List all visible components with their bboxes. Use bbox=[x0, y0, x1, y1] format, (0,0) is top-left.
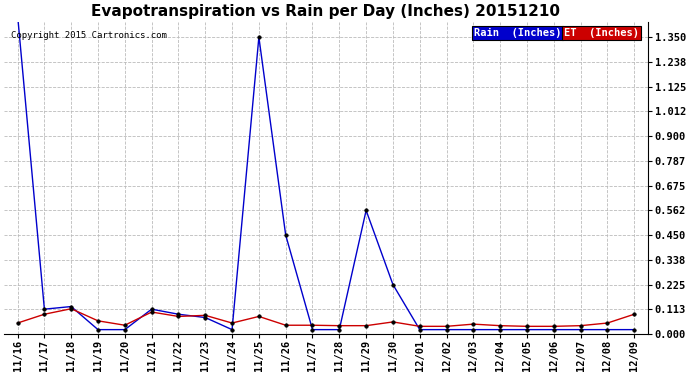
Text: Copyright 2015 Cartronics.com: Copyright 2015 Cartronics.com bbox=[10, 31, 166, 40]
Title: Evapotranspiration vs Rain per Day (Inches) 20151210: Evapotranspiration vs Rain per Day (Inch… bbox=[91, 4, 560, 19]
Text: ET  (Inches): ET (Inches) bbox=[564, 28, 639, 38]
Text: Rain  (Inches): Rain (Inches) bbox=[474, 28, 562, 38]
